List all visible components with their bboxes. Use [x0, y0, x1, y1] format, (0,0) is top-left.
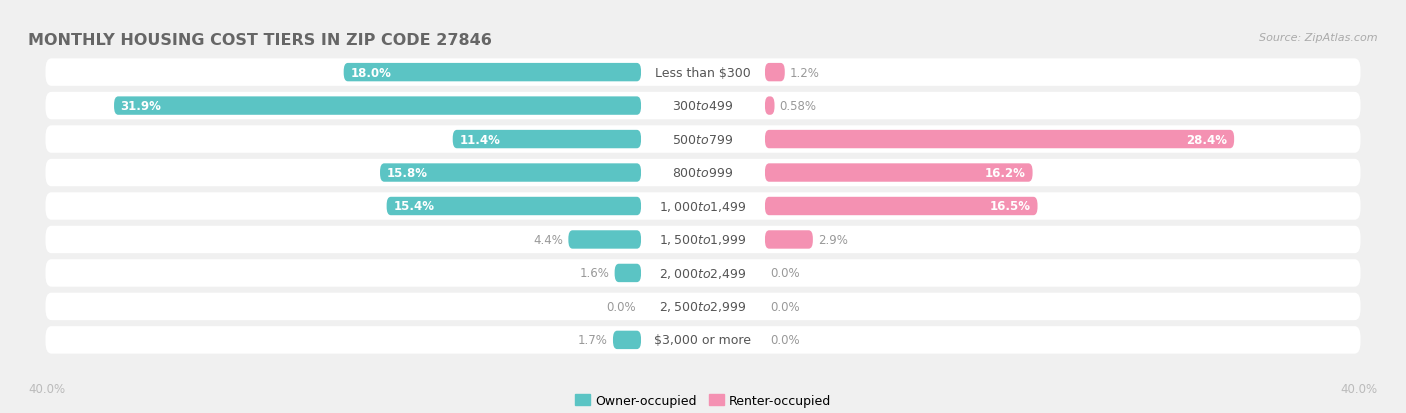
Text: 0.0%: 0.0%	[770, 267, 800, 280]
Text: 1.2%: 1.2%	[790, 66, 820, 79]
Text: $2,000 to $2,499: $2,000 to $2,499	[659, 266, 747, 280]
FancyBboxPatch shape	[114, 97, 641, 116]
FancyBboxPatch shape	[45, 59, 1361, 87]
FancyBboxPatch shape	[45, 126, 1361, 153]
FancyBboxPatch shape	[45, 260, 1361, 287]
Text: $800 to $999: $800 to $999	[672, 166, 734, 180]
Text: 2.9%: 2.9%	[818, 233, 848, 247]
FancyBboxPatch shape	[568, 231, 641, 249]
FancyBboxPatch shape	[613, 331, 641, 349]
Text: 1.6%: 1.6%	[579, 267, 610, 280]
FancyBboxPatch shape	[641, 329, 765, 351]
FancyBboxPatch shape	[641, 196, 765, 217]
FancyBboxPatch shape	[343, 64, 641, 82]
Text: $1,000 to $1,499: $1,000 to $1,499	[659, 199, 747, 214]
FancyBboxPatch shape	[765, 164, 1032, 182]
Text: 4.4%: 4.4%	[533, 233, 564, 247]
FancyBboxPatch shape	[45, 193, 1361, 220]
FancyBboxPatch shape	[614, 264, 641, 282]
Text: 11.4%: 11.4%	[460, 133, 501, 146]
FancyBboxPatch shape	[453, 131, 641, 149]
Text: 28.4%: 28.4%	[1187, 133, 1227, 146]
FancyBboxPatch shape	[765, 197, 1038, 216]
FancyBboxPatch shape	[45, 293, 1361, 320]
FancyBboxPatch shape	[45, 226, 1361, 254]
Text: 1.7%: 1.7%	[578, 334, 607, 347]
Text: 15.8%: 15.8%	[387, 166, 427, 180]
FancyBboxPatch shape	[45, 93, 1361, 120]
FancyBboxPatch shape	[641, 262, 765, 284]
FancyBboxPatch shape	[765, 64, 785, 82]
FancyBboxPatch shape	[765, 97, 775, 116]
Text: 15.4%: 15.4%	[394, 200, 434, 213]
Text: 16.2%: 16.2%	[986, 166, 1026, 180]
FancyBboxPatch shape	[641, 229, 765, 251]
Text: 16.5%: 16.5%	[990, 200, 1031, 213]
FancyBboxPatch shape	[765, 231, 813, 249]
Text: Less than $300: Less than $300	[655, 66, 751, 79]
FancyBboxPatch shape	[641, 129, 765, 151]
FancyBboxPatch shape	[380, 164, 641, 182]
FancyBboxPatch shape	[45, 159, 1361, 187]
Text: 0.0%: 0.0%	[770, 300, 800, 313]
Text: 0.0%: 0.0%	[606, 300, 636, 313]
Text: $300 to $499: $300 to $499	[672, 100, 734, 113]
Text: 40.0%: 40.0%	[28, 382, 65, 395]
Text: 40.0%: 40.0%	[1341, 382, 1378, 395]
Text: 0.58%: 0.58%	[779, 100, 817, 113]
Text: 18.0%: 18.0%	[350, 66, 391, 79]
Text: Source: ZipAtlas.com: Source: ZipAtlas.com	[1260, 33, 1378, 43]
Text: $3,000 or more: $3,000 or more	[655, 334, 751, 347]
FancyBboxPatch shape	[45, 326, 1361, 354]
FancyBboxPatch shape	[641, 95, 765, 117]
FancyBboxPatch shape	[641, 162, 765, 184]
Text: 31.9%: 31.9%	[121, 100, 162, 113]
Text: MONTHLY HOUSING COST TIERS IN ZIP CODE 27846: MONTHLY HOUSING COST TIERS IN ZIP CODE 2…	[28, 33, 492, 48]
Text: $500 to $799: $500 to $799	[672, 133, 734, 146]
FancyBboxPatch shape	[765, 131, 1234, 149]
FancyBboxPatch shape	[387, 197, 641, 216]
FancyBboxPatch shape	[641, 296, 765, 318]
FancyBboxPatch shape	[641, 62, 765, 84]
Text: 0.0%: 0.0%	[770, 334, 800, 347]
Legend: Owner-occupied, Renter-occupied: Owner-occupied, Renter-occupied	[575, 394, 831, 407]
Text: $1,500 to $1,999: $1,500 to $1,999	[659, 233, 747, 247]
Text: $2,500 to $2,999: $2,500 to $2,999	[659, 300, 747, 313]
